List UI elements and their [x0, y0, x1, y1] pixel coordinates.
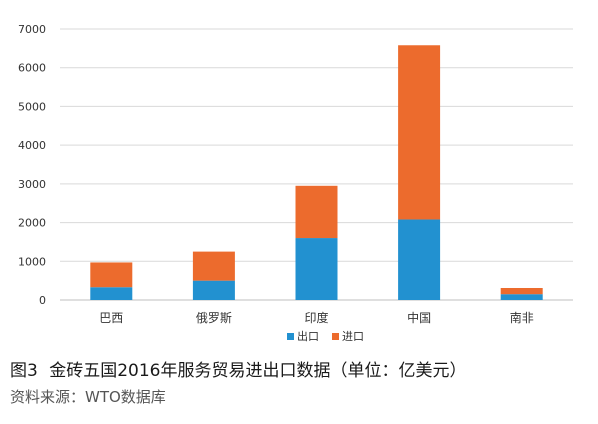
- y-tick-label: 5000: [18, 100, 46, 113]
- bar-segment: [192, 280, 235, 300]
- y-tick-label: 0: [39, 294, 46, 307]
- x-tick-label: 印度: [304, 310, 328, 325]
- x-tick-label: 俄罗斯: [196, 311, 232, 325]
- y-tick-label: 3000: [18, 178, 46, 191]
- figure-title: 金砖五国2016年服务贸易进出口数据（单位：亿美元）: [49, 361, 467, 381]
- bar-segment: [90, 287, 133, 300]
- figure-label: 图3: [10, 361, 38, 381]
- y-tick-label: 2000: [18, 217, 46, 230]
- x-tick-label: 中国: [407, 310, 431, 325]
- y-tick-label: 6000: [18, 62, 46, 75]
- source-note: 资料来源：WTO数据库: [10, 388, 166, 406]
- bar-segment: [398, 219, 441, 300]
- x-axis-tick-labels: 巴西 俄罗斯 印度 中国 南非: [99, 310, 533, 325]
- bar-segment: [500, 287, 543, 295]
- legend-swatch: [287, 333, 294, 340]
- x-tick-label: 南非: [510, 310, 534, 325]
- legend: 出口 进口: [287, 329, 364, 343]
- legend-label: 出口: [297, 329, 319, 343]
- legend-label: 进口: [342, 330, 364, 343]
- x-tick-label: 巴西: [99, 311, 123, 325]
- bar-segment: [295, 238, 338, 300]
- bar-segment: [398, 45, 441, 220]
- stacked-bar-chart: 0 1000 2000 3000 4000 5000 6000 7000 巴西 俄罗斯 印度 中国 南…: [18, 23, 573, 343]
- y-tick-label: 7000: [18, 23, 46, 36]
- figure-caption: 图3 金砖五国2016年服务贸易进出口数据（单位：亿美元）: [10, 356, 467, 381]
- bar-segment: [295, 185, 338, 239]
- bar-segment: [90, 262, 133, 288]
- bar-segment: [192, 251, 235, 281]
- bars: [90, 45, 543, 300]
- y-axis-tick-labels: 0 1000 2000 3000 4000 5000 6000 7000: [18, 23, 46, 307]
- legend-swatch: [332, 333, 339, 340]
- bar-segment: [500, 294, 543, 300]
- y-tick-label: 1000: [18, 255, 46, 268]
- y-tick-label: 4000: [18, 139, 46, 152]
